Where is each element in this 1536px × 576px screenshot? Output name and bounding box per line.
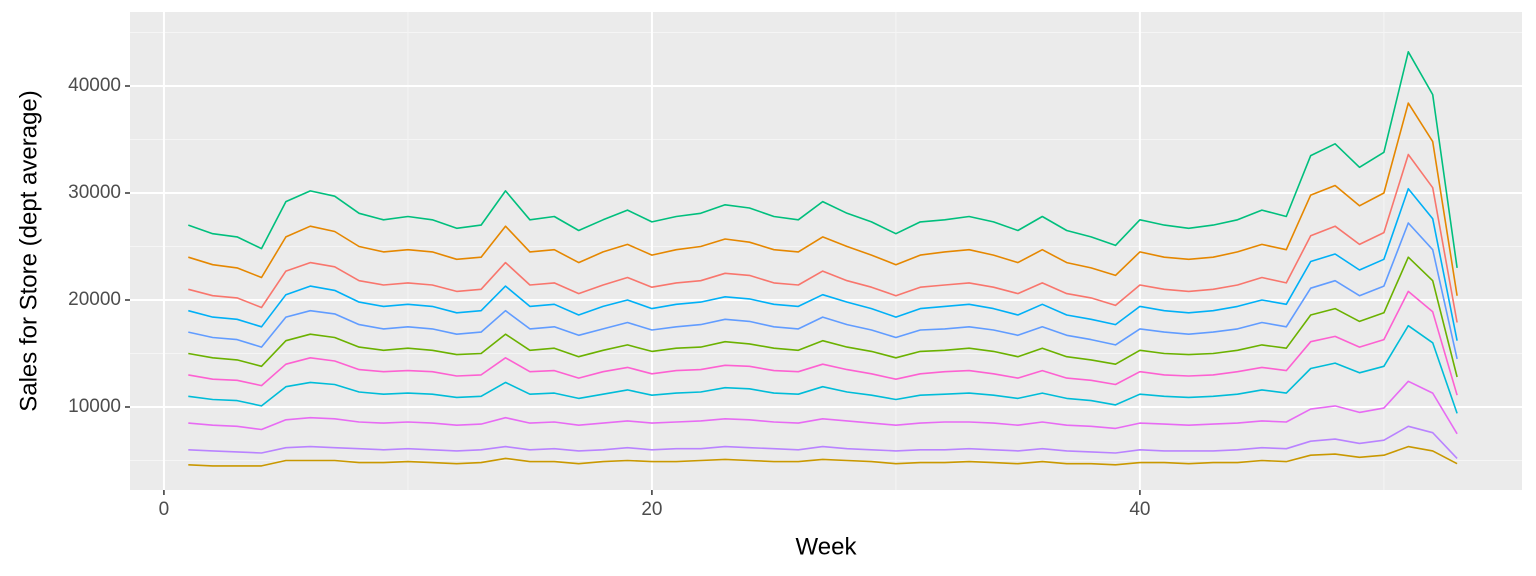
y-tick-label: 10000 xyxy=(68,396,121,417)
y-tick-label: 30000 xyxy=(68,182,121,203)
series-line xyxy=(188,290,1458,396)
x-tick-label: 20 xyxy=(641,499,662,520)
y-tick-label: 40000 xyxy=(68,75,121,96)
x-tick-label: 40 xyxy=(1129,499,1150,520)
series-line xyxy=(188,256,1458,378)
series-line xyxy=(188,425,1458,459)
x-tick-label: 0 xyxy=(159,499,170,520)
series-line xyxy=(188,222,1458,360)
series-line xyxy=(188,51,1458,269)
series-line xyxy=(188,445,1458,467)
series-line xyxy=(188,102,1458,296)
series-line xyxy=(188,187,1458,341)
series-line xyxy=(188,324,1458,414)
series-line xyxy=(188,153,1458,323)
y-axis-title: Sales for Store (dept average) xyxy=(15,90,42,412)
x-axis-title: Week xyxy=(796,533,858,560)
y-tick-label: 20000 xyxy=(68,289,121,310)
series-line xyxy=(188,380,1458,435)
plot-panel xyxy=(130,12,1522,490)
